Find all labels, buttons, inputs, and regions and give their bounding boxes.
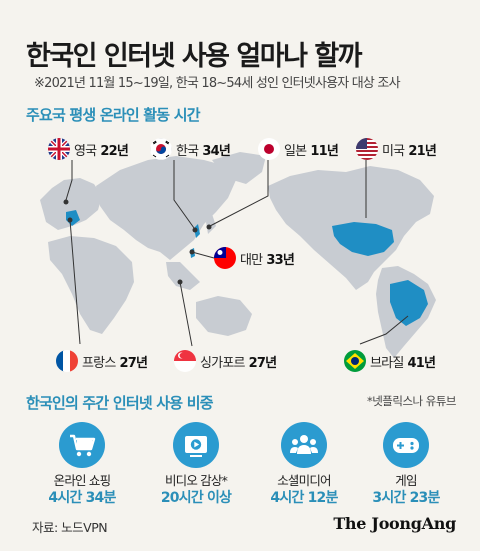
asia-shape <box>96 156 236 260</box>
category-online-shopping: 온라인 쇼핑 4시간 34분 <box>32 422 132 507</box>
gamepad-icon <box>383 422 429 468</box>
country-name: 한국 <box>176 143 199 159</box>
country-name: 브라질 <box>370 355 404 371</box>
country-name: 미국 <box>382 143 405 159</box>
country-label-japan: 일본 11년 <box>258 138 339 160</box>
category-gaming: 게임 3시간 23분 <box>356 422 456 507</box>
lifetime-section-title: 주요국 평생 온라인 활동 시간 <box>26 106 201 124</box>
survey-note: ※2021년 11월 15~19일, 한국 18~54세 성인 인터넷사용자 대… <box>34 76 401 91</box>
category-value: 4시간 34분 <box>48 490 116 506</box>
country-label-singapore: 싱가포르 27년 <box>174 350 277 372</box>
southeast-asia-shape <box>166 262 200 290</box>
brand-logo: The JoongAng <box>333 514 456 533</box>
france-leader-line <box>69 219 81 345</box>
weekly-section-title: 한국인의 주간 인터넷 사용 비중 <box>26 394 214 412</box>
category-value: 4시간 12분 <box>270 490 338 506</box>
brazil-leader-line <box>359 315 409 345</box>
korea-flag-icon <box>150 138 172 160</box>
france-marker-dot <box>67 217 73 223</box>
people-icon <box>281 422 327 468</box>
country-label-usa: 미국 21년 <box>356 138 437 160</box>
category-video: 비디오 감상* 20시간 이상 <box>146 422 246 507</box>
country-value: 22년 <box>100 143 128 159</box>
country-value: 11년 <box>310 143 338 159</box>
japan-leader-line <box>209 160 269 227</box>
europe-shape <box>40 178 102 230</box>
country-value: 33년 <box>266 252 294 268</box>
country-label-uk: 영국 22년 <box>48 138 129 160</box>
country-value: 21년 <box>408 143 436 159</box>
uk-leader-line <box>65 160 73 201</box>
uk-marker-dot <box>63 199 69 205</box>
country-value: 27년 <box>248 355 277 371</box>
taiwan-marker-dot <box>189 249 195 255</box>
brazil-flag-icon <box>344 350 366 372</box>
country-label-france: 프랑스 27년 <box>56 350 148 372</box>
usa-flag-icon <box>356 138 378 160</box>
video-play-icon <box>173 422 219 468</box>
france-flag-icon <box>56 350 78 372</box>
country-value: 41년 <box>407 355 436 371</box>
singapore-marker-dot <box>177 279 183 285</box>
category-value: 20시간 이상 <box>160 490 232 506</box>
page-title: 한국인 인터넷 사용 얼마나 할까 <box>26 41 363 72</box>
singapore-flag-icon <box>174 350 196 372</box>
country-value: 27년 <box>119 355 148 371</box>
category-social-media: 소셜미디어 4시간 12분 <box>254 422 354 507</box>
usa-highlight-shape <box>332 222 394 256</box>
country-label-taiwan: 대만 33년 <box>214 247 295 269</box>
country-name: 일본 <box>284 143 307 159</box>
singapore-leader-line <box>179 281 193 347</box>
japan-marker-dot <box>206 224 212 230</box>
category-label: 온라인 쇼핑 <box>53 473 111 488</box>
country-name: 대만 <box>240 252 263 268</box>
japan-flag-icon <box>258 138 280 160</box>
country-name: 싱가포르 <box>200 355 245 371</box>
country-value: 34년 <box>202 143 230 159</box>
africa-shape <box>48 236 134 334</box>
taiwan-flag-icon <box>214 247 236 269</box>
video-footnote: *넷플릭스나 유튜브 <box>366 394 457 408</box>
source-note: 자료: 노드VPN <box>32 520 108 535</box>
country-name: 프랑스 <box>82 355 116 371</box>
brazil-highlight-shape <box>390 280 428 326</box>
category-label: 비디오 감상* <box>164 473 228 488</box>
korea-leader-line <box>173 160 195 229</box>
category-label: 소셜미디어 <box>277 473 331 488</box>
korea-marker-dot <box>192 227 198 233</box>
taiwan-leader-line <box>191 251 215 259</box>
uk-flag-icon <box>48 138 70 160</box>
country-label-brazil: 브라질 41년 <box>344 350 436 372</box>
australia-shape <box>196 296 252 336</box>
category-label: 게임 <box>395 473 417 488</box>
country-name: 영국 <box>74 143 97 159</box>
category-value: 3시간 23분 <box>372 490 440 506</box>
country-label-korea: 한국 34년 <box>150 138 231 160</box>
shopping-cart-icon <box>59 422 105 468</box>
